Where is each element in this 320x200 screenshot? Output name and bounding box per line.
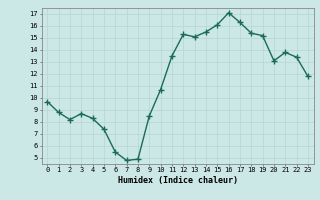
X-axis label: Humidex (Indice chaleur): Humidex (Indice chaleur) (118, 176, 237, 185)
